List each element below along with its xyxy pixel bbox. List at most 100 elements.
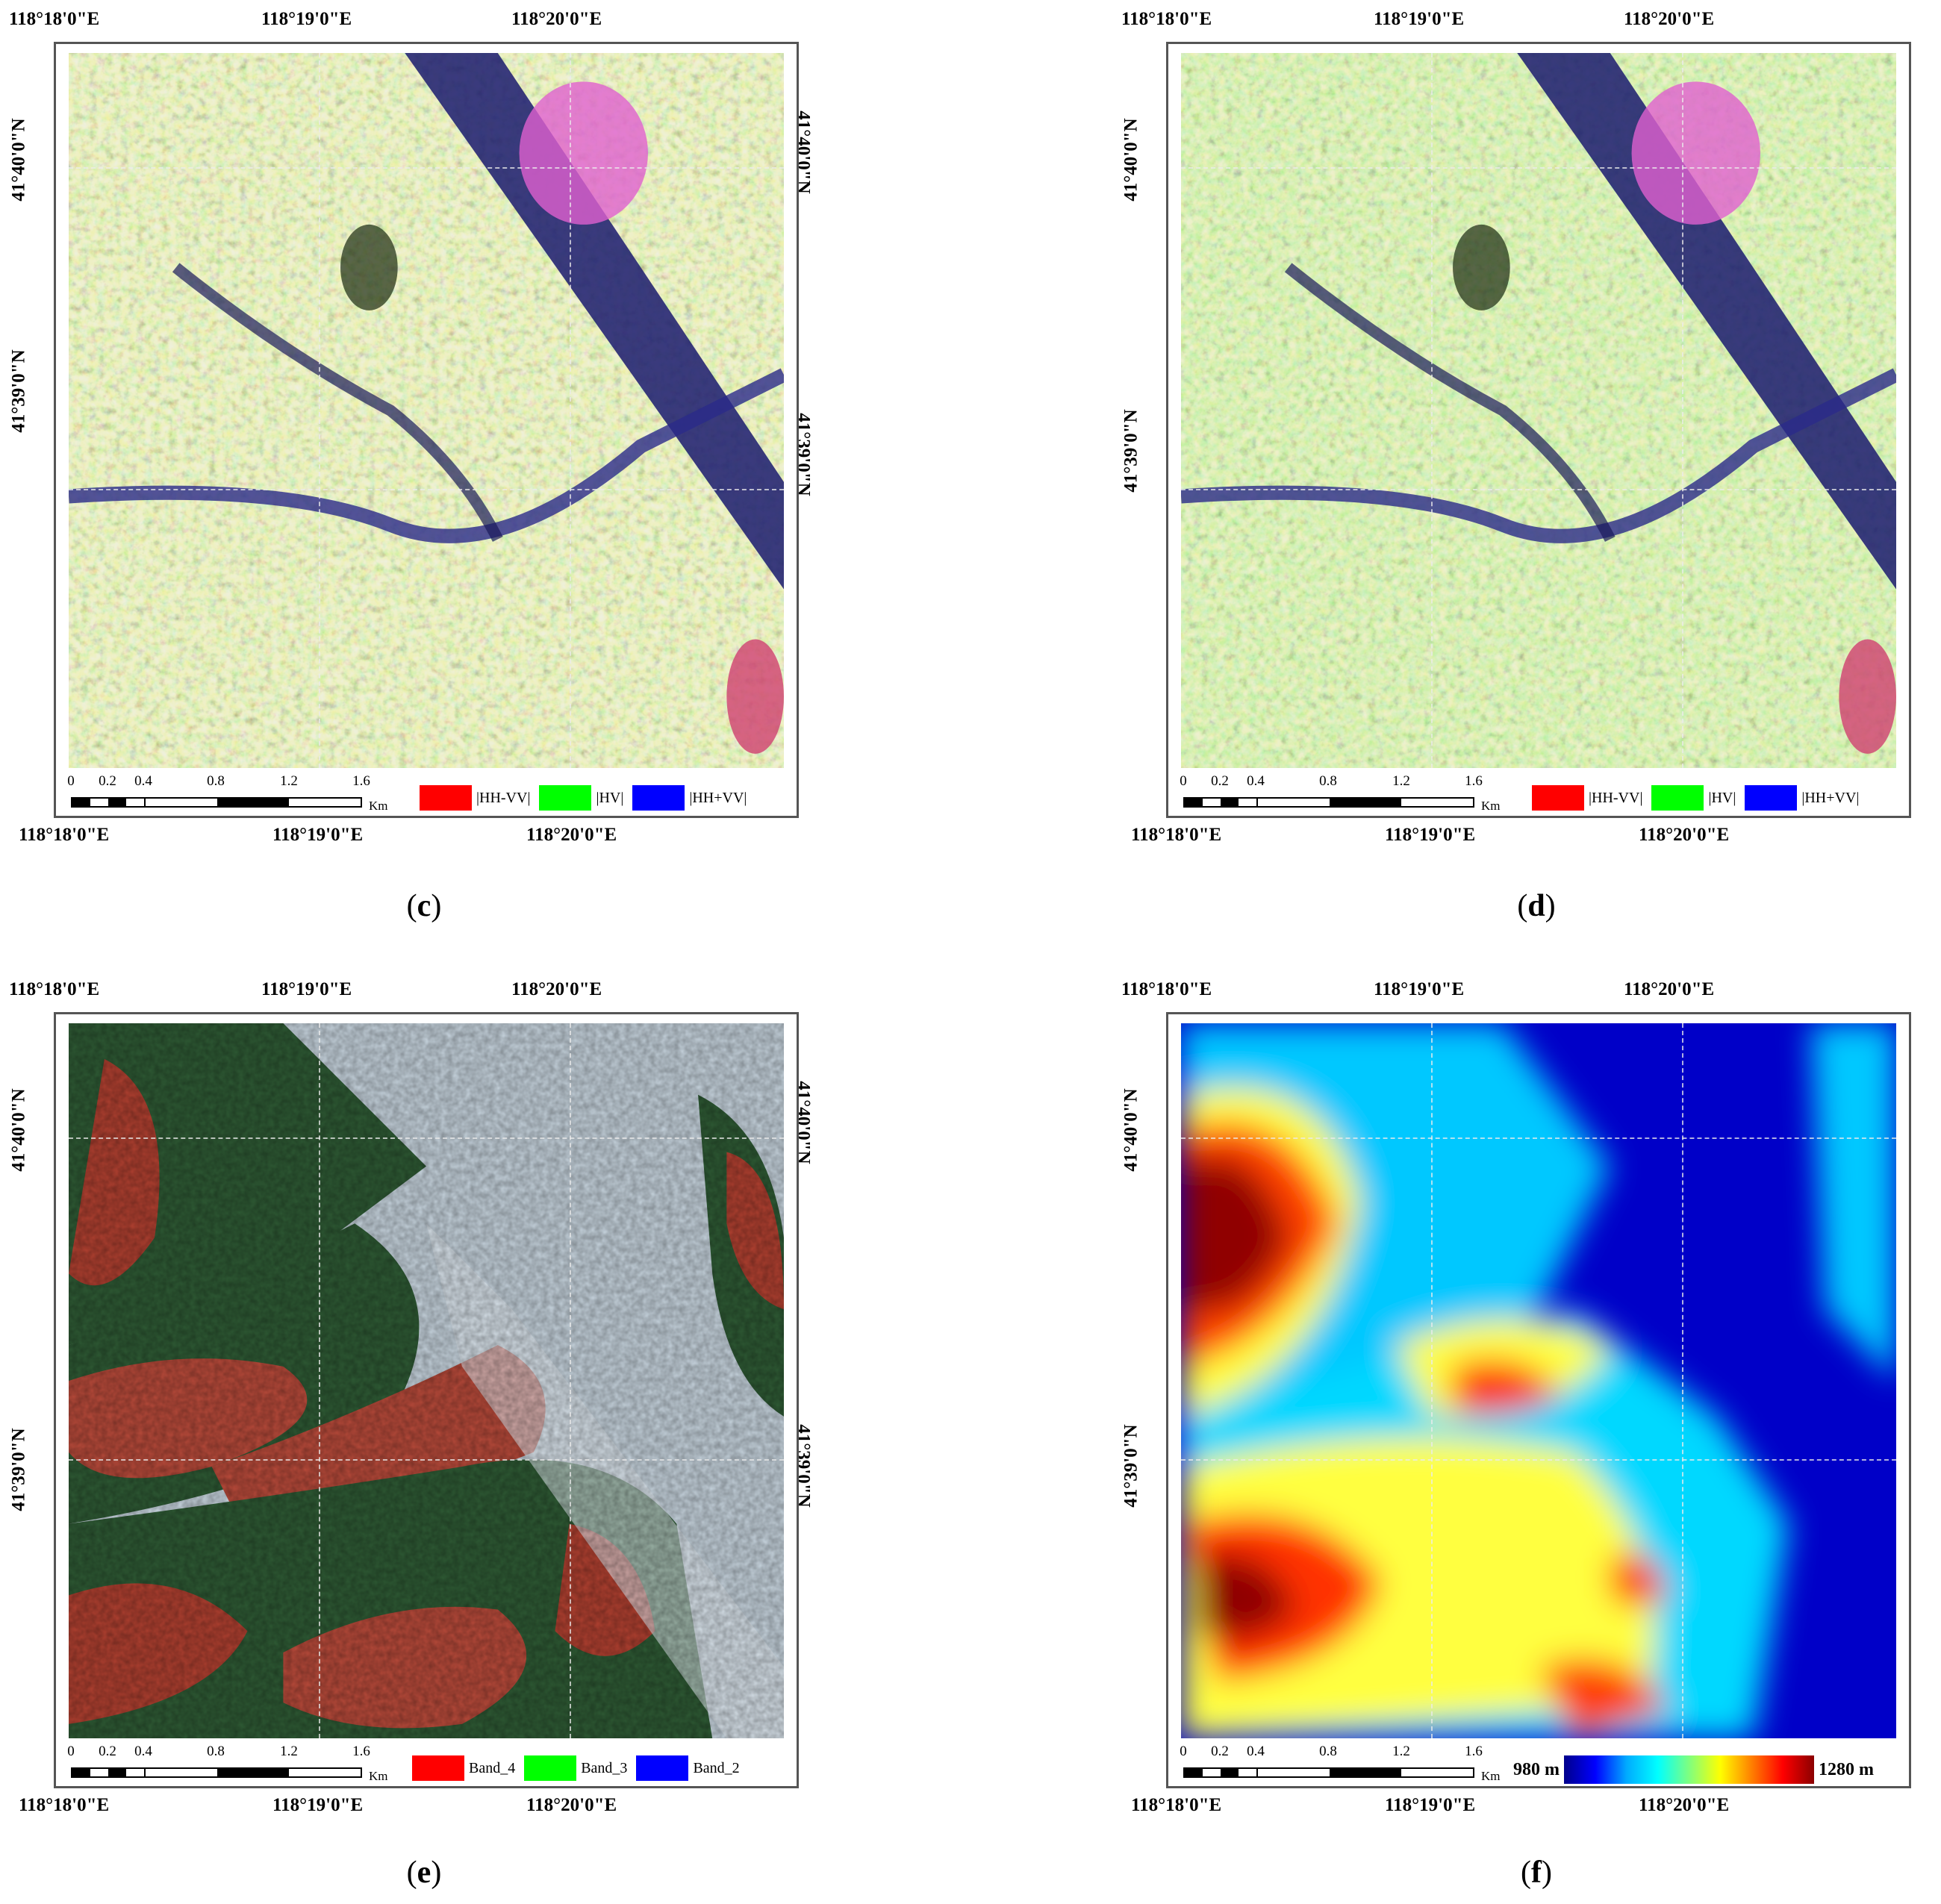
legend-swatch-blue — [632, 785, 685, 811]
scale-tick: 0.2 — [1211, 1744, 1229, 1759]
panel-c: 118°18'0"E 118°19'0"E 118°20'0"E 41°40'0… — [9, 0, 829, 933]
sar-composite-image — [1181, 53, 1896, 768]
top-lon-label-3: 118°20'0"E — [1624, 979, 1715, 999]
bottom-lon-label-2: 118°19'0"E — [1385, 825, 1476, 845]
graticule-lon-1 — [319, 53, 321, 768]
scale-tick: 0.8 — [207, 1744, 225, 1759]
scale-bar: 0 0.2 0.4 0.8 1.2 1.6 Km — [1180, 772, 1500, 815]
graticule-lat-1 — [1181, 167, 1896, 169]
sar-composite-image — [69, 53, 784, 768]
legend-label: Band_4 — [469, 1759, 516, 1776]
left-lat-label-1: 41°40'0"N — [1121, 118, 1141, 202]
scale-tick: 0.8 — [1319, 773, 1337, 789]
scale-tick: 0 — [1180, 773, 1187, 789]
scale-tick: 1.2 — [280, 1744, 298, 1759]
top-lon-label-2: 118°19'0"E — [1374, 9, 1465, 29]
legend-swatch-green — [524, 1755, 577, 1781]
optical-false-color-image — [69, 1023, 784, 1738]
map-footer: 0 0.2 0.4 0.8 1.2 1.6 Km Band — [67, 1742, 784, 1785]
legend-swatch-red — [412, 1755, 464, 1781]
scale-unit: Km — [369, 799, 388, 813]
scale-tick: 1.2 — [1392, 1744, 1410, 1759]
left-lat-label-1: 41°40'0"N — [8, 1088, 29, 1172]
map-footer: 0 0.2 0.4 0.8 1.2 1.6 Km 980 m — [1180, 1742, 1896, 1785]
top-lon-label-3: 118°20'0"E — [511, 979, 602, 999]
graticule-lat-1 — [69, 1137, 784, 1140]
scale-unit: Km — [1481, 799, 1501, 813]
scale-bar-graphic — [71, 797, 362, 808]
bottom-lon-label-1: 118°18'0"E — [1131, 825, 1222, 845]
legend-label: Band_2 — [693, 1759, 740, 1776]
left-lat-label-2: 41°39'0"N — [1121, 1424, 1141, 1508]
bottom-lon-label-3: 118°20'0"E — [526, 825, 617, 845]
scale-tick: 0 — [67, 1744, 75, 1759]
scale-unit: Km — [1481, 1769, 1501, 1783]
map-footer: 0 0.2 0.4 0.8 1.2 1.6 Km |HH- — [67, 772, 784, 815]
scale-bar-graphic — [1183, 1767, 1474, 1778]
dem-elevation-image — [1181, 1023, 1896, 1738]
scale-tick: 0.4 — [134, 1744, 152, 1759]
scale-bar-graphic — [1183, 797, 1474, 808]
scale-tick: 0.2 — [99, 773, 116, 789]
graticule-lon-1 — [1431, 1023, 1433, 1738]
scale-tick: 0.2 — [99, 1744, 116, 1759]
scale-bar-graphic — [71, 1767, 362, 1778]
left-lat-label-1: 41°40'0"N — [1121, 1088, 1141, 1172]
left-lat-label-2: 41°39'0"N — [8, 1428, 29, 1511]
scale-bar: 0 0.2 0.4 0.8 1.2 1.6 Km — [67, 1742, 387, 1785]
panel-caption: (e) — [406, 1855, 442, 1890]
scale-tick: 0 — [67, 773, 75, 789]
graticule-lon-1 — [1431, 53, 1433, 768]
legend-label: Band_3 — [581, 1759, 628, 1776]
legend-label: |HV| — [596, 789, 624, 806]
legend-swatch-green — [539, 785, 592, 811]
graticule-lat-2 — [1181, 489, 1896, 491]
panel-d: 118°18'0"E 118°19'0"E 118°20'0"E 41°40'0… — [1121, 0, 1941, 933]
bottom-lon-label-2: 118°19'0"E — [272, 825, 364, 845]
graticule-lon-2 — [1681, 1023, 1683, 1738]
graticule-lat-2 — [1181, 1459, 1896, 1461]
scale-bar: 0 0.2 0.4 0.8 1.2 1.6 Km — [67, 772, 387, 815]
panel-caption: (d) — [1517, 889, 1556, 923]
legend-swatch-green — [1651, 785, 1704, 811]
legend-swatch-blue — [1745, 785, 1798, 811]
top-lon-label-1: 118°18'0"E — [9, 9, 100, 29]
top-lon-label-2: 118°19'0"E — [261, 979, 352, 999]
bottom-lon-label-2: 118°19'0"E — [1385, 1795, 1476, 1815]
scale-tick: 0.4 — [1247, 773, 1265, 789]
graticule-lat-2 — [69, 489, 784, 491]
scale-tick: 0 — [1180, 1744, 1187, 1759]
left-lat-label-2: 41°39'0"N — [1121, 409, 1141, 493]
panel-f: 118°18'0"E 118°19'0"E 118°20'0"E 41°40'0… — [1121, 970, 1941, 1903]
scale-tick: 0.4 — [134, 773, 152, 789]
legend-label: |HH-VV| — [476, 789, 531, 806]
scale-tick: 0.4 — [1247, 1744, 1265, 1759]
legend-label: |HH+VV| — [1801, 789, 1860, 806]
left-lat-label-1: 41°40'0"N — [8, 118, 29, 202]
map-frame: 0 0.2 0.4 0.8 1.2 1.6 Km 980 m — [1166, 1012, 1911, 1788]
left-lat-label-2: 41°39'0"N — [8, 349, 29, 433]
graticule-lon-2 — [569, 53, 571, 768]
colorbar-max-label: 1280 m — [1819, 1759, 1874, 1779]
top-lon-label-1: 118°18'0"E — [1121, 9, 1212, 29]
map-frame: 0 0.2 0.4 0.8 1.2 1.6 Km |HH- — [54, 42, 799, 818]
legend: Band_4 Band_3 Band_2 — [412, 1755, 749, 1781]
scale-tick: 0.8 — [207, 773, 225, 789]
bottom-lon-label-1: 118°18'0"E — [19, 825, 110, 845]
graticule-lat-2 — [69, 1459, 784, 1461]
bottom-lon-label-1: 118°18'0"E — [1131, 1795, 1222, 1815]
top-lon-label-3: 118°20'0"E — [1624, 9, 1715, 29]
top-lon-label-1: 118°18'0"E — [1121, 979, 1212, 999]
scale-tick: 1.6 — [1465, 773, 1483, 789]
scale-unit: Km — [369, 1769, 388, 1783]
scale-bar: 0 0.2 0.4 0.8 1.2 1.6 Km — [1180, 1742, 1500, 1785]
top-lon-label-2: 118°19'0"E — [1374, 979, 1465, 999]
elevation-colorbar: 980 m 1280 m — [1513, 1755, 1874, 1784]
legend: |HH-VV| |HV| |HH+VV| — [1532, 785, 1868, 811]
graticule-lon-2 — [569, 1023, 571, 1738]
graticule-lat-1 — [69, 167, 784, 169]
legend-swatch-red — [420, 785, 472, 811]
map-footer: 0 0.2 0.4 0.8 1.2 1.6 Km |HH- — [1180, 772, 1896, 815]
scale-tick: 1.6 — [352, 1744, 370, 1759]
colorbar-ramp — [1564, 1755, 1814, 1784]
